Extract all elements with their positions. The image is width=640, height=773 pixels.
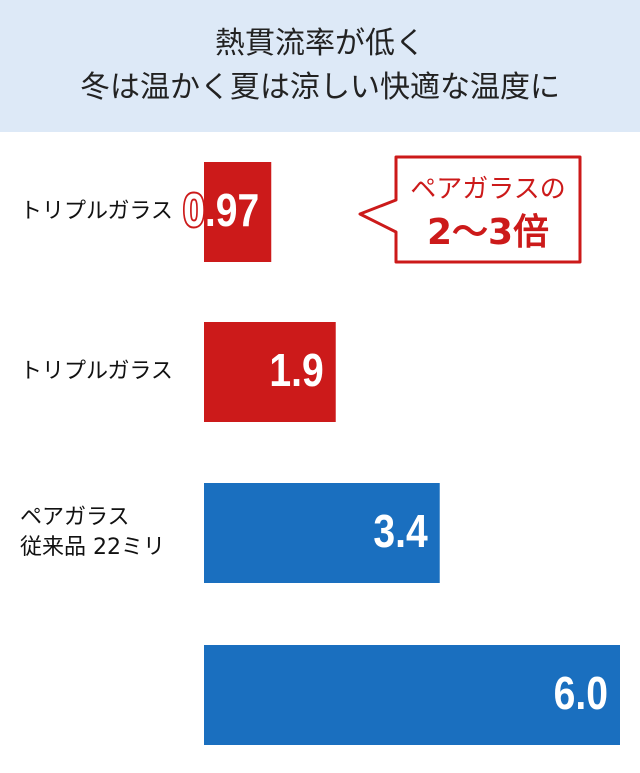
bar [204,645,620,745]
annotation-text: 2～3倍 [427,212,549,253]
chart-title: 熱貫流率が低く 冬は温かく夏は涼しい快適な温度に [0,0,640,132]
category-label: ペアガラス 従来品 22ミリ [20,505,165,560]
category-label: トリプルガラス [20,359,173,384]
bar [204,162,272,262]
value-label: 6.0 [554,668,608,720]
value-label: 3.4 [373,506,428,558]
category-label: トリプルガラス [20,199,173,224]
bar [204,483,440,583]
callout-box [358,155,582,264]
value-label: 1.9 [269,345,323,397]
bar [204,322,336,422]
value-label: 0.97 [183,185,259,237]
annotation-text: ペアガラスの [410,175,565,205]
